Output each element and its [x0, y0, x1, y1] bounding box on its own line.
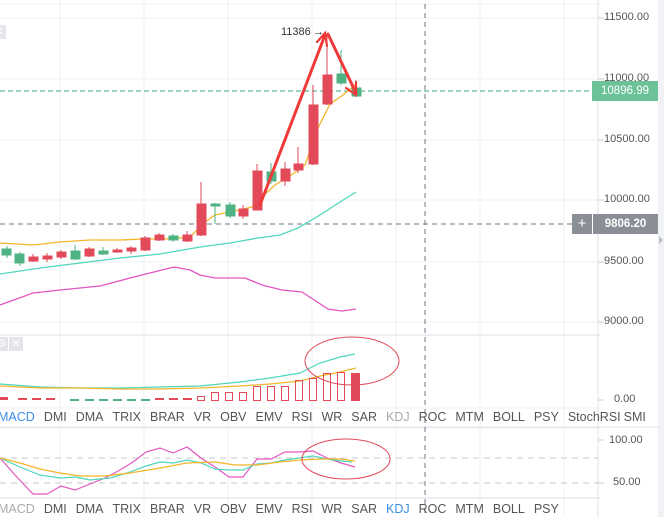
tab-psy[interactable]: PSY	[533, 502, 559, 516]
tab-roc[interactable]: ROC	[418, 410, 447, 424]
high-price-annotation: 11386 →	[281, 26, 324, 38]
kdj-d-line	[0, 457, 356, 477]
price-axis-label: 9500.00	[604, 255, 644, 267]
crosshair-price-tag: 9806.20	[593, 214, 658, 234]
candles	[1, 33, 362, 266]
tab-obv[interactable]: OBV	[220, 410, 247, 424]
tab-mtm[interactable]: MTM	[455, 502, 484, 516]
macd-dif-line	[0, 353, 356, 389]
kdj-pane	[0, 438, 598, 495]
tab-psy[interactable]: PSY	[533, 410, 559, 424]
trend-arrows	[258, 30, 358, 207]
macd-axis-label: 0.00	[614, 393, 636, 405]
price-axis-label: 11500.00	[604, 11, 650, 23]
indicator-tabs-sub: MACD DMI DMA TRIX BRAR VR OBV EMV RSI WR…	[0, 498, 568, 520]
macd-pane-settings-button[interactable]: ⚙	[0, 337, 8, 351]
crosshair	[0, 4, 578, 517]
tab-mtm[interactable]: MTM	[455, 410, 484, 424]
add-alert-button[interactable]: +	[572, 214, 592, 234]
kdj-axis-label: 50.00	[613, 476, 641, 488]
tab-boll[interactable]: BOLL	[492, 502, 525, 516]
price-axis-label: 9000.00	[604, 315, 644, 327]
svg-text:→: →	[313, 26, 324, 38]
axis-ticks	[598, 17, 604, 484]
tab-brar[interactable]: BRAR	[150, 410, 185, 424]
price-axis-label: 10500.00	[604, 133, 650, 145]
kdj-k-line	[0, 455, 353, 481]
tab-stochrsi[interactable]: StochRSI	[567, 410, 621, 424]
indicator-tabs-main: MACD DMI DMA TRIX BRAR VR OBV EMV RSI WR…	[0, 406, 655, 428]
tab-roc[interactable]: ROC	[418, 502, 447, 516]
tab-emv[interactable]: EMV	[255, 410, 283, 424]
macd-pane	[0, 336, 400, 401]
svg-text:11386: 11386	[281, 26, 311, 38]
tab-sar[interactable]: SAR	[351, 410, 377, 424]
tab-obv[interactable]: OBV	[220, 502, 247, 516]
tab-sar[interactable]: SAR	[351, 502, 377, 516]
tab-macd[interactable]: MACD	[0, 410, 35, 424]
tab-vr[interactable]: VR	[193, 410, 212, 424]
tab-vr[interactable]: VR	[193, 502, 212, 516]
expand-panel-arrow-icon[interactable]	[659, 236, 663, 244]
ma-slow-line	[0, 266, 357, 312]
tab-wr[interactable]: WR	[321, 410, 343, 424]
tab-dma[interactable]: DMA	[75, 502, 104, 516]
kdj-j-line	[0, 446, 356, 495]
tab-trix[interactable]: TRIX	[112, 410, 141, 424]
tab-brar[interactable]: BRAR	[150, 502, 185, 516]
tab-dma[interactable]: DMA	[75, 410, 104, 424]
tab-rsi[interactable]: RSI	[291, 502, 313, 516]
price-axis-label: 10000.00	[604, 193, 650, 205]
tab-wr[interactable]: WR	[321, 502, 343, 516]
kdj-axis-label: 100.00	[609, 434, 643, 446]
main-pane-close-button[interactable]: ✕	[0, 25, 6, 39]
tab-dmi[interactable]: DMI	[43, 502, 67, 516]
current-price-tag: 10896.99	[592, 81, 658, 101]
tab-rsi[interactable]: RSI	[291, 410, 313, 424]
tab-kdj[interactable]: KDJ	[385, 502, 410, 516]
grid-lines	[0, 0, 600, 517]
macd-pane-close-button[interactable]: ✕	[9, 337, 23, 351]
macd-highlight-circle	[304, 336, 400, 386]
tab-kdj[interactable]: KDJ	[385, 410, 410, 424]
tab-dmi[interactable]: DMI	[43, 410, 67, 424]
tab-smi[interactable]: SMI	[623, 410, 646, 424]
tab-emv[interactable]: EMV	[255, 502, 283, 516]
right-scroll-strip[interactable]	[658, 0, 664, 517]
tab-boll[interactable]: BOLL	[492, 410, 525, 424]
tab-trix[interactable]: TRIX	[112, 502, 141, 516]
kdj-highlight-circle	[301, 438, 391, 480]
ma-mid-line	[0, 191, 357, 275]
tab-macd[interactable]: MACD	[0, 502, 35, 516]
